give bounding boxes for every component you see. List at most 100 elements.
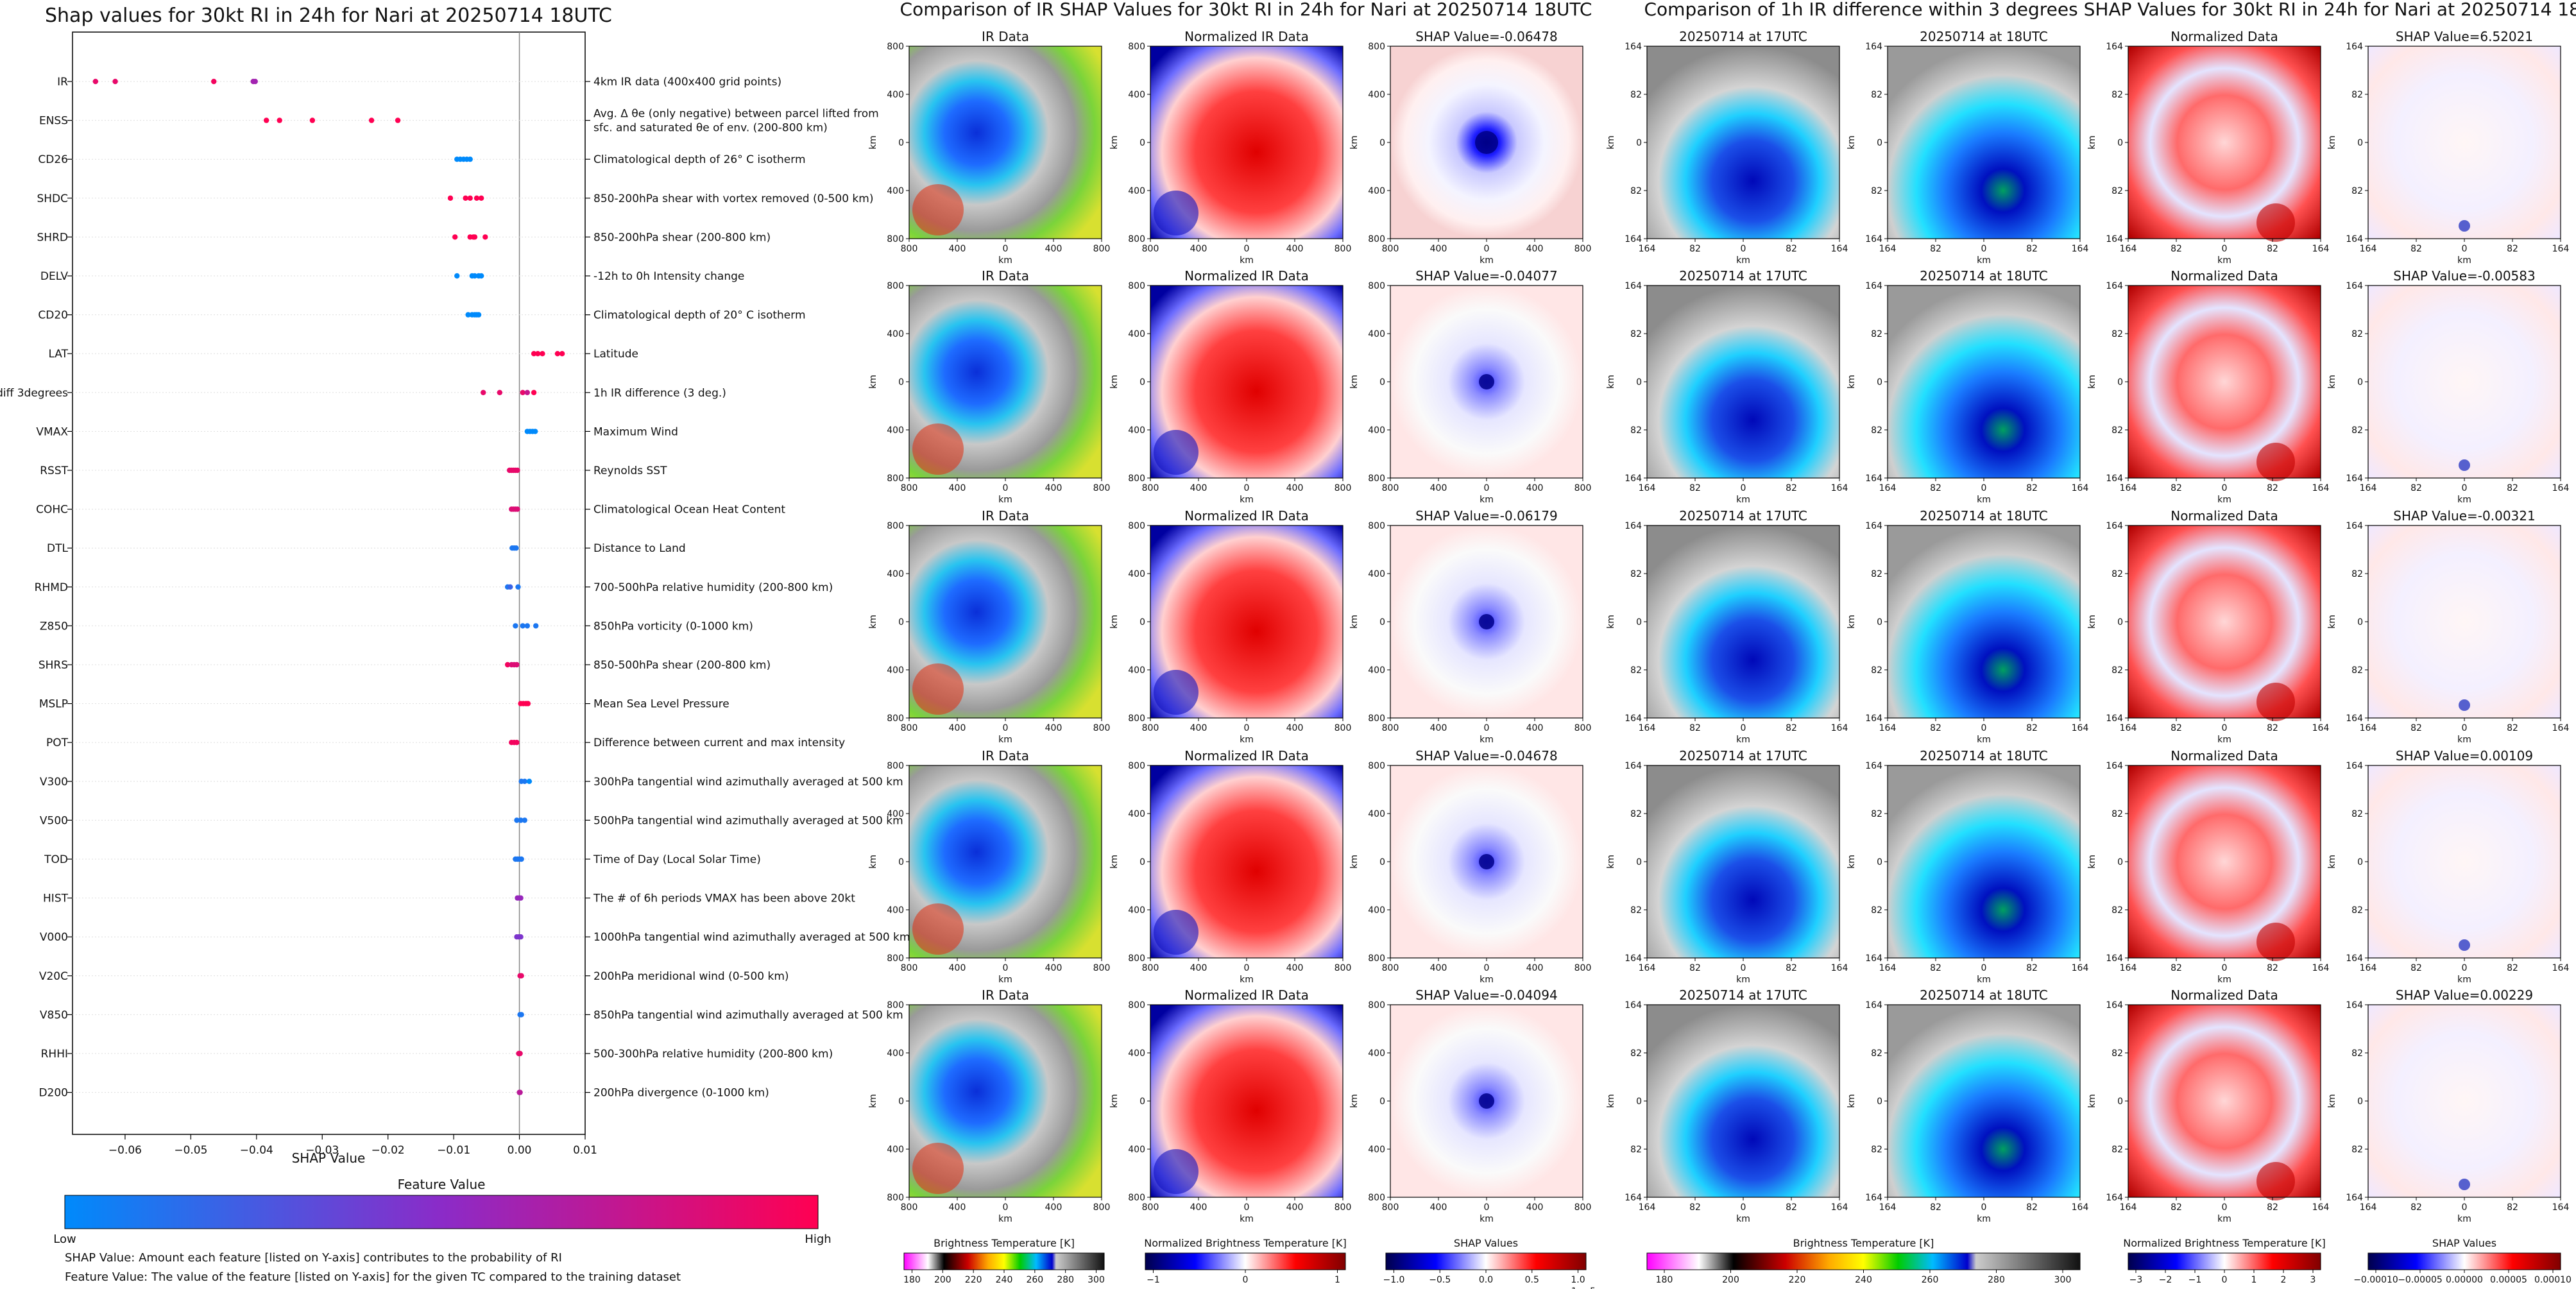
x-tick-label: −0.05 xyxy=(174,1144,207,1157)
x-tick-label: 0 xyxy=(1244,963,1250,973)
y-tick-label: 800 xyxy=(1128,761,1145,771)
y-tick-label: 400 xyxy=(1368,90,1385,100)
colorbar-tick-label: −0.00005 xyxy=(2398,1275,2443,1285)
x-tick-label: 800 xyxy=(1574,1202,1592,1213)
y-tick-label: 800 xyxy=(887,1000,904,1011)
shap-point xyxy=(518,817,524,823)
x-tick-label: 82 xyxy=(2507,483,2518,493)
y-tick-label: 400 xyxy=(887,1048,904,1059)
feature-desc-9: Maximum Wind xyxy=(593,425,678,438)
shap-point xyxy=(497,389,503,395)
x-tick-label: 800 xyxy=(901,1202,918,1213)
shap-point xyxy=(531,389,537,395)
colorbar-tick-label: 280 xyxy=(1988,1275,2005,1285)
x-axis-label: km xyxy=(998,975,1012,985)
panel-title: SHAP Value=-0.04678 xyxy=(1415,748,1557,764)
x-axis-label: km xyxy=(1977,735,1991,745)
x-tick-label: 82 xyxy=(2026,483,2038,493)
y-axis-label: km xyxy=(1847,615,1857,629)
y-tick-label: 82 xyxy=(2111,569,2123,579)
shap-point xyxy=(481,389,486,395)
x-tick-label: 0 xyxy=(1741,483,1746,493)
panel-title: IR Data xyxy=(982,748,1029,764)
feature-name-2: CD26 xyxy=(38,153,68,166)
y-axis-label: km xyxy=(1349,615,1360,629)
colorbar: SHAP Values −0.00010 −0.00005 0.00000 0.0000… xyxy=(2353,1237,2572,1285)
y-tick-label: 82 xyxy=(1871,90,1882,100)
feature-desc-12: Distance to Land xyxy=(593,542,686,555)
y-axis-label: km xyxy=(868,135,878,149)
colorbar-tick-label: 0.00000 xyxy=(2446,1275,2483,1285)
x-axis-label: km xyxy=(1480,735,1494,745)
image-panel: Normalized Data1641648282008282164164kmk… xyxy=(2087,987,2329,1224)
y-axis-label: km xyxy=(1349,1094,1360,1108)
x-axis-label: km xyxy=(1480,495,1494,505)
image-panel: SHAP Value=-0.04678800800400400004004008… xyxy=(1349,748,1591,985)
colorbar-tick-label: −0.00010 xyxy=(2353,1275,2398,1285)
x-tick-label: 0 xyxy=(1981,723,1987,733)
x-tick-label: 400 xyxy=(949,723,966,733)
y-tick-label: 800 xyxy=(1368,281,1385,291)
x-tick-label: 0 xyxy=(2222,723,2228,733)
y-tick-label: 164 xyxy=(1865,281,1882,291)
shap-point xyxy=(211,78,217,85)
feature-desc-8: 1h IR difference (3 deg.) xyxy=(593,387,726,400)
x-tick-label: 164 xyxy=(2360,244,2377,254)
x-tick-label: 82 xyxy=(1930,723,1941,733)
feature-desc-5: -12h to 0h Intensity change xyxy=(593,270,744,283)
image-panel: SHAP Value=-0.00583164164828200828216416… xyxy=(2327,268,2569,505)
shap-point xyxy=(252,78,258,85)
colorbar-gradient xyxy=(1385,1252,1587,1270)
y-tick-label: 400 xyxy=(887,665,904,676)
x-tick-label: 82 xyxy=(1689,244,1701,254)
y-axis-label: km xyxy=(2087,375,2097,389)
x-tick-label: 800 xyxy=(1335,723,1352,733)
x-tick-label: 800 xyxy=(901,963,918,973)
panel-feature xyxy=(912,903,964,955)
y-tick-label: 164 xyxy=(2106,1000,2123,1011)
x-tick-label: 164 xyxy=(1639,723,1656,733)
y-tick-label: 400 xyxy=(1368,569,1385,579)
feature-colorbar xyxy=(64,1195,819,1229)
image-panel: Normalized Data1641648282008282164164kmk… xyxy=(2087,29,2329,266)
x-tick-label: 0 xyxy=(2462,1202,2468,1213)
x-tick-label: 800 xyxy=(1574,244,1592,254)
panel-title: SHAP Value=-0.04077 xyxy=(1415,268,1557,284)
panel-title: SHAP Value=-0.04094 xyxy=(1415,987,1557,1003)
x-tick-label: 82 xyxy=(2171,244,2182,254)
x-tick-label: 800 xyxy=(901,723,918,733)
y-tick-label: 82 xyxy=(1871,1048,1882,1059)
panel-feature xyxy=(1154,670,1198,715)
x-tick-label: 0 xyxy=(1003,244,1009,254)
y-tick-label: 800 xyxy=(887,953,904,964)
x-tick-label: 82 xyxy=(2171,483,2182,493)
y-tick-label: 0 xyxy=(1636,377,1642,388)
y-tick-label: 0 xyxy=(898,617,904,627)
panel-title: SHAP Value=6.52021 xyxy=(2396,29,2533,44)
panel-title: IR Data xyxy=(982,508,1029,524)
panel-title: Normalized Data xyxy=(2171,987,2278,1003)
x-tick-label: 400 xyxy=(1190,963,1207,973)
x-tick-label: 400 xyxy=(1045,723,1062,733)
x-tick-label: 82 xyxy=(2267,1202,2278,1213)
x-tick-label: 0 xyxy=(2222,1202,2228,1213)
x-axis-label: km xyxy=(1240,1214,1254,1224)
y-axis-label: km xyxy=(2327,375,2337,389)
x-axis-label: km xyxy=(1736,975,1750,985)
y-tick-label: 400 xyxy=(1368,329,1385,339)
panel-title: 20250714 at 17UTC xyxy=(1679,987,1807,1003)
x-tick-label: 400 xyxy=(1526,483,1544,493)
x-tick-label: 400 xyxy=(1526,963,1544,973)
x-tick-label: 400 xyxy=(1430,723,1447,733)
colorbar-tick-label: 240 xyxy=(1855,1275,1872,1285)
x-tick-label: 164 xyxy=(2552,723,2570,733)
colorbar-tick-label: 0.00010 xyxy=(2534,1275,2572,1285)
x-tick-label: 164 xyxy=(1831,244,1848,254)
y-tick-label: 164 xyxy=(2346,281,2363,291)
y-axis-label: km xyxy=(868,615,878,629)
x-tick-label: −0.01 xyxy=(437,1144,470,1157)
panel-image xyxy=(2368,46,2561,239)
colorbar-tick-label: 220 xyxy=(1789,1275,1806,1285)
